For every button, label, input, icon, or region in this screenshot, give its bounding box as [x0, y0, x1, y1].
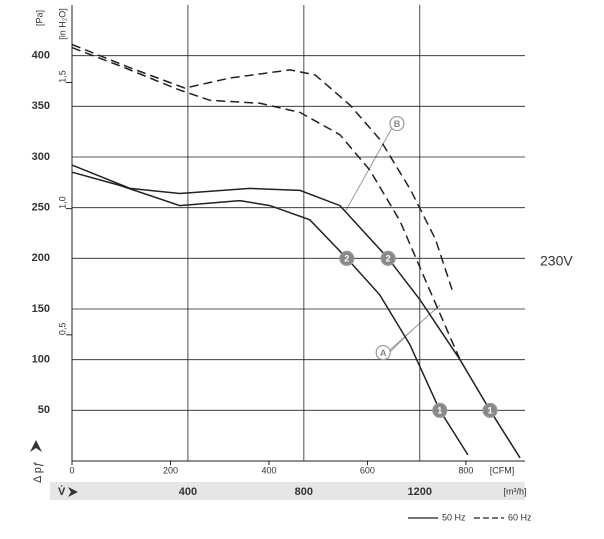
annotation-label: 2 [344, 254, 349, 264]
x2-tick-label: 800 [295, 486, 313, 498]
x2-band [50, 482, 525, 500]
y-tick-label: 350 [32, 100, 50, 112]
annotation-marker [432, 402, 448, 418]
y-tick-label: 250 [32, 202, 50, 214]
side-label: 230V [540, 253, 573, 269]
annotation-label: A [380, 348, 387, 358]
y-tick-label: 50 [38, 404, 50, 416]
x-label: [CFM] [490, 465, 515, 475]
y2-label: [in H₂O] [57, 8, 67, 40]
y-arrow [30, 440, 42, 452]
leader-line [389, 329, 413, 353]
x2-label: [m³/h] [503, 486, 526, 496]
annotation-marker [380, 250, 396, 266]
y2-tick-label: 1,5 [57, 70, 67, 83]
y-label: [Pa] [34, 10, 44, 26]
curve [71, 171, 469, 456]
y-tick-label: 100 [32, 354, 50, 366]
y2-tick-label: 1,0 [57, 196, 67, 209]
y-tick-label: 200 [32, 252, 50, 264]
x2-arrow [68, 487, 78, 497]
leader-line [389, 304, 441, 351]
annotation-label: 1 [437, 406, 442, 416]
annotation-marker [375, 344, 391, 361]
y2-tick-label: 0,5 [57, 323, 67, 336]
x-tick-label: 200 [163, 465, 178, 475]
curve [71, 43, 453, 290]
x-tick-label: 400 [261, 465, 276, 475]
x-tick-label: 800 [458, 465, 473, 475]
annotation-marker [339, 250, 355, 266]
annotation-marker [482, 402, 498, 418]
x-tick-label: 0 [69, 465, 74, 475]
y-tick-label: 150 [32, 303, 50, 315]
curve [71, 164, 521, 459]
x2-tick-label: 1200 [408, 486, 432, 498]
y-tick-label: 400 [32, 50, 50, 62]
y-tick-label: 300 [32, 151, 50, 163]
curve [71, 46, 461, 360]
x2-tick-label: 400 [179, 486, 197, 498]
legend-label: 60 Hz [508, 512, 532, 522]
x2-symbol: V̇ [58, 485, 66, 498]
annotation-label: 1 [488, 406, 493, 416]
annotation-label: B [394, 119, 401, 129]
annotation-label: 2 [386, 254, 391, 264]
annotation-marker [389, 115, 405, 132]
y-symbol: Δ pƒ [32, 461, 44, 483]
x-tick-label: 600 [360, 465, 375, 475]
leader-line [344, 127, 393, 213]
legend-label: 50 Hz [442, 512, 466, 522]
